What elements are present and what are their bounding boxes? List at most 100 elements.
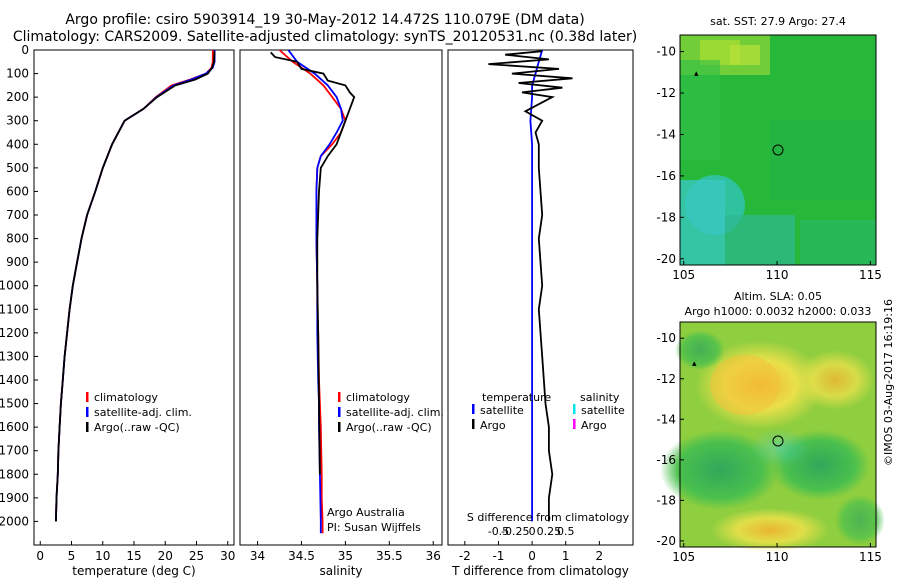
temperature-panel-frame: [33, 49, 235, 546]
x-tick-label: 20: [158, 549, 173, 563]
x-tick-label: 0: [528, 549, 536, 563]
institution-annotation: Argo Australia: [327, 506, 405, 519]
map-lat-label: -10: [656, 45, 676, 59]
island-marker: ▴: [694, 69, 699, 79]
x-tick-label: 35.5: [376, 549, 403, 563]
island-marker-sla: ▴: [692, 359, 697, 369]
depth-tick-label: 1800: [0, 467, 29, 481]
map-lon-label: 115: [859, 268, 882, 282]
depth-tick-label: 1000: [0, 279, 29, 293]
map-lon-label: 110: [766, 268, 789, 282]
legend-label: climatology: [346, 391, 410, 404]
salinity-panel-frame: [239, 49, 443, 546]
series-line-argo-raw-qc-: [270, 51, 356, 475]
legend-swatch: [86, 422, 89, 432]
series-line-t-argo: [488, 50, 573, 522]
x-tick-label: 10: [95, 549, 110, 563]
s-diff-tick-label: -0.5: [488, 525, 509, 538]
x-tick-label: 0: [36, 549, 44, 563]
salinity-plot: 34 34.5 35 35.5 36 salinity climatology satelli…: [250, 50, 444, 578]
series-line-satellite-adj-clim-: [287, 50, 344, 534]
sla-map-subtitle: Argo h1000: 0.0032 h2000: 0.033: [685, 305, 872, 318]
depth-tick-label: 500: [6, 161, 29, 175]
map-lat-label: -12: [656, 372, 676, 386]
legend-label: Argo: [581, 419, 607, 432]
float-position-marker-sla: [772, 435, 784, 447]
map-lat-label: -18: [656, 493, 676, 507]
map-lat-label: -10: [656, 331, 676, 345]
x-tick-label: 2: [596, 549, 604, 563]
map-lat-label: -20: [656, 252, 676, 266]
depth-tick-label: 1600: [0, 420, 29, 434]
sla-map: ▴ 105 110 115 -10 -12 -14 -16 -18 -20 Altim. SLA…: [656, 290, 885, 564]
legend-swatch: [338, 392, 341, 402]
map-lat-label: -12: [656, 86, 676, 100]
legend-label: satellite: [581, 404, 625, 417]
depth-tick-label: 1100: [0, 302, 29, 316]
x-tick-label: 25: [189, 549, 204, 563]
legend-label: Argo(..raw -QC): [346, 421, 432, 434]
sst-map: ▴ 105 110 115 -10 -12 -14 -16 -18 -20 sat. SST: …: [656, 15, 881, 282]
legend-swatch: [573, 404, 576, 414]
institution-annotation: PI: Susan Wijffels: [327, 521, 421, 534]
x-tick-label: -1: [492, 549, 504, 563]
legend-swatch: [472, 419, 475, 429]
x-tick-label: 34.5: [288, 549, 315, 563]
legend-swatch: [86, 392, 89, 402]
legend-label: satellite-adj. clim.: [346, 406, 444, 419]
depth-tick-label: 600: [6, 184, 29, 198]
depth-tick-label: 1300: [0, 349, 29, 363]
legend-title-temperature: temperature: [482, 391, 551, 404]
x-tick-label: 34: [250, 549, 265, 563]
legend-swatch: [573, 419, 576, 429]
x-axis-label: temperature (deg C): [72, 564, 195, 578]
legend-label: Argo(..raw -QC): [94, 421, 180, 434]
map-lon-label: 115: [859, 550, 882, 564]
map-lat-label: -14: [656, 412, 676, 426]
depth-tick-label: 0: [21, 43, 29, 57]
map-lon-label: 105: [672, 268, 695, 282]
series-line-t-satellite: [529, 50, 544, 522]
map-lat-label: -16: [656, 169, 676, 183]
s-diff-tick-label: 0.25: [537, 525, 562, 538]
s-diff-axis-label: S difference from climatology: [467, 511, 630, 524]
series-line-climatology: [55, 50, 214, 522]
map-lat-label: -20: [656, 534, 676, 548]
depth-tick-label: 1500: [0, 397, 29, 411]
legend-swatch: [338, 407, 341, 417]
chart-title-line2: Climatology: CARS2009. Satellite-adjuste…: [12, 29, 638, 45]
chart-title-line1: Argo profile: csiro 5903914_19 30-May-20…: [65, 12, 585, 28]
series-line-climatology: [278, 50, 347, 534]
depth-tick-label: 900: [6, 255, 29, 269]
x-tick-label: 1: [562, 549, 570, 563]
sla-map-title: Altim. SLA: 0.05: [734, 290, 822, 303]
x-tick-label: -2: [459, 549, 471, 563]
depth-tick-label: 800: [6, 232, 29, 246]
depth-tick-label: 700: [6, 208, 29, 222]
x-tick-label: 5: [68, 549, 76, 563]
x-axis-label: T difference from climatology: [451, 564, 629, 578]
depth-tick-label: 200: [6, 90, 29, 104]
map-lon-label: 110: [766, 550, 789, 564]
temperature-plot: 0 5 10 15 20 25 30 temperature (deg C) climatolo…: [36, 50, 235, 578]
x-tick-label: 35: [338, 549, 353, 563]
s-diff-tick-label: 0.5: [557, 525, 575, 538]
sst-map-title: sat. SST: 27.9 Argo: 27.4: [710, 15, 846, 28]
credit-text: ©IMOS 03-Aug-2017 16:19:16: [882, 299, 895, 466]
legend-label: Argo: [480, 419, 506, 432]
depth-tick-label: 300: [6, 114, 29, 128]
x-tick-label: 30: [220, 549, 235, 563]
depth-tick-label: 1700: [0, 444, 29, 458]
depth-tick-label: 400: [6, 137, 29, 151]
depth-axis: 0 100 200 300 400 500 600 700 800 900 1000 1100 1200…: [0, 43, 38, 528]
map-lat-label: -16: [656, 453, 676, 467]
s-diff-tick-label: 0: [529, 525, 536, 538]
map-lat-label: -18: [656, 210, 676, 224]
x-tick-label: 15: [126, 549, 141, 563]
x-tick-label: 36: [426, 549, 441, 563]
float-position-marker: [772, 144, 784, 156]
difference-plot: -2 -1 0 1 2T difference from climatology -0.5…: [451, 50, 630, 578]
legend-label: satellite: [480, 404, 524, 417]
map-lon-label: 105: [672, 550, 695, 564]
